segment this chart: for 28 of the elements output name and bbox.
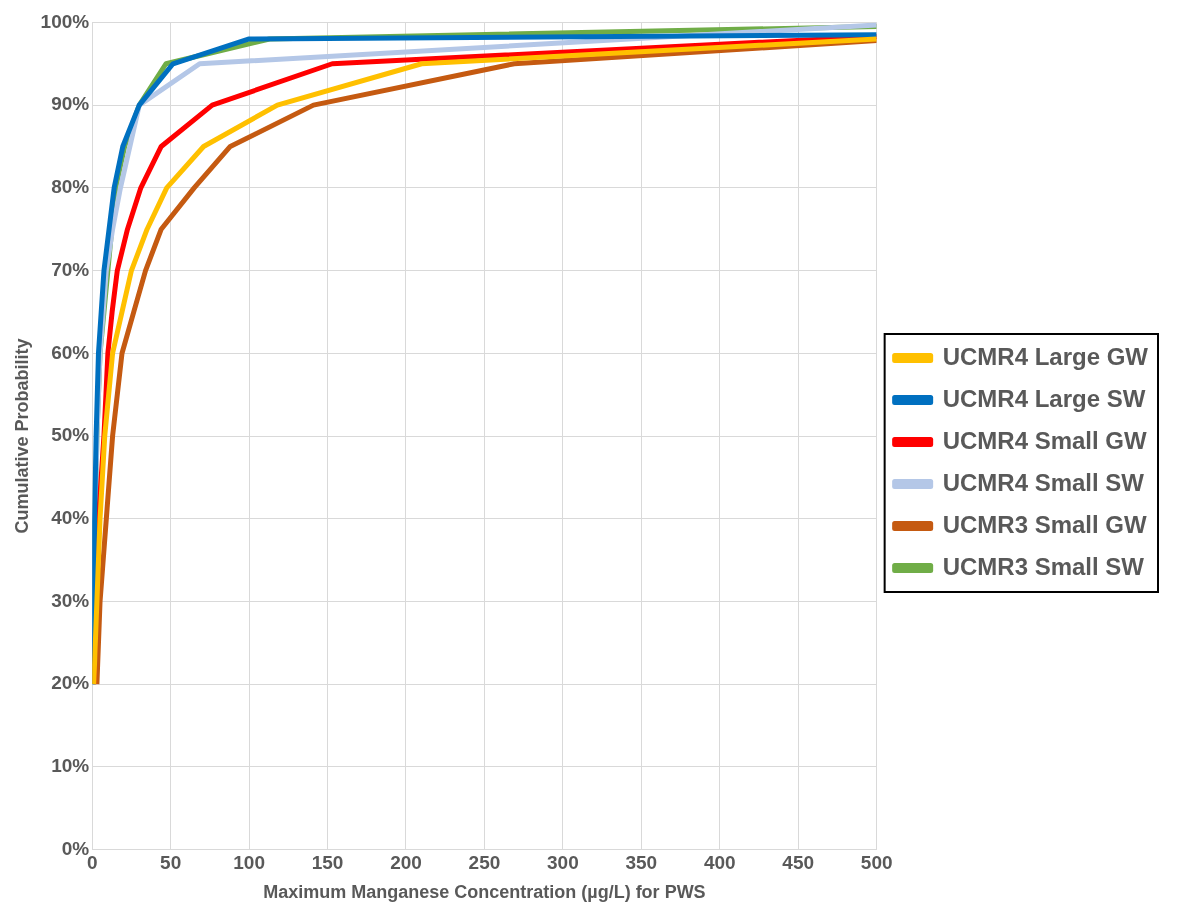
y-axis-title: Cumulative Probability: [11, 338, 32, 534]
x-tick-label: 150: [311, 852, 344, 874]
x-tick-label: 350: [625, 852, 658, 874]
x-tick-label: 250: [468, 852, 501, 874]
y-tick-label: 60%: [51, 341, 90, 363]
y-tick-label: 10%: [51, 755, 90, 777]
y-tick-label: 20%: [51, 672, 90, 694]
y-tick-label: 90%: [51, 93, 90, 115]
x-tick-label: 450: [782, 852, 815, 874]
y-tick-label: 30%: [51, 589, 90, 611]
x-axis-title: Maximum Manganese Concentration (µg/L) for PWS: [263, 882, 706, 903]
legend-label: UCMR4 Small GW: [942, 426, 1148, 454]
y-tick-label: 40%: [51, 506, 90, 528]
x-tick-label: 100: [233, 852, 265, 874]
legend-label: UCMR3 Small GW: [942, 510, 1148, 538]
legend-label: UCMR4 Large SW: [942, 384, 1146, 412]
legend-label: UCMR4 Large GW: [942, 342, 1149, 370]
y-tick-label: 50%: [51, 424, 90, 446]
y-tick-label: 80%: [51, 176, 90, 198]
x-tick-label: 500: [860, 852, 893, 874]
x-tick-label: 50: [160, 852, 182, 874]
legend-label: UCMR3 Small SW: [942, 552, 1145, 580]
legend-label: UCMR4 Small SW: [942, 468, 1145, 496]
x-tick-label: 300: [547, 852, 579, 874]
x-tick-label: 200: [390, 852, 422, 874]
x-tick-label: 400: [703, 852, 736, 874]
y-tick-label: 100%: [40, 10, 90, 32]
y-tick-label: 70%: [51, 258, 90, 280]
